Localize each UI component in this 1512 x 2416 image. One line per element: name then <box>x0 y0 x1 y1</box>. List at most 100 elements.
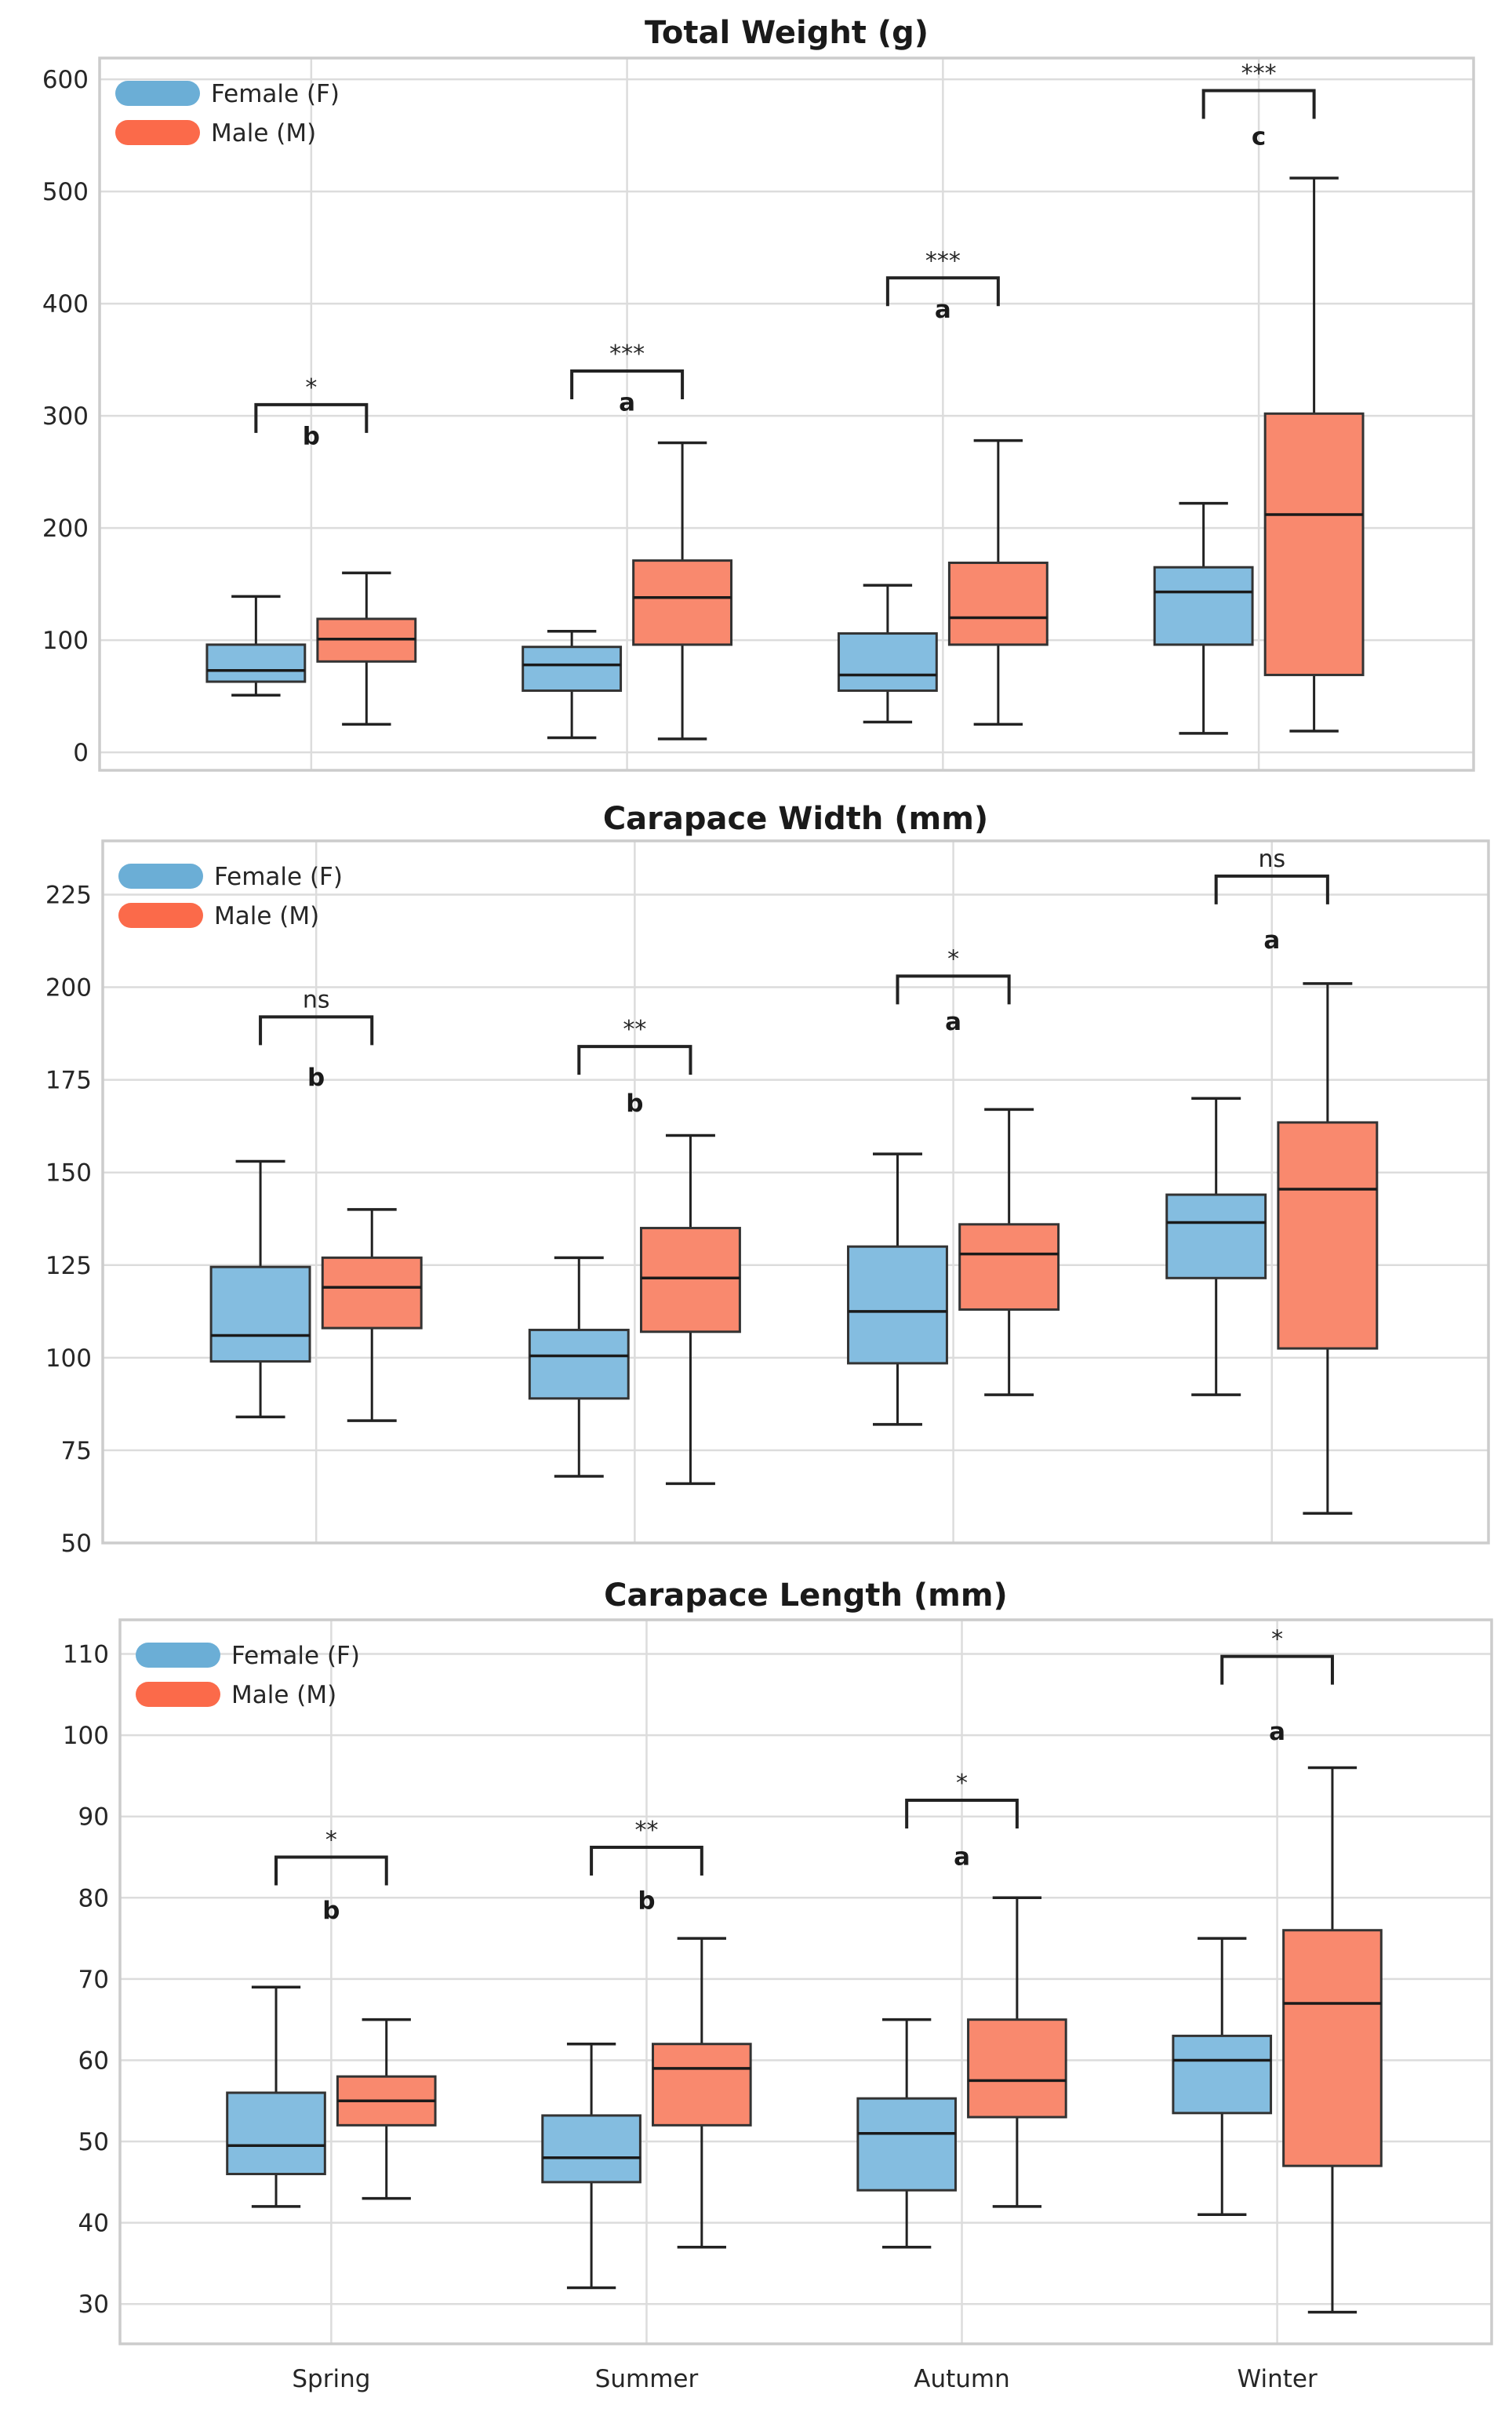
group-letter: a <box>619 389 635 417</box>
y-tick-label: 0 <box>73 739 89 767</box>
significance-label: ** <box>623 1016 646 1043</box>
y-tick-label: 500 <box>42 178 89 206</box>
significance-bracket <box>254 402 369 433</box>
group-letter: b <box>303 422 320 450</box>
y-tick-label: 150 <box>45 1159 92 1188</box>
female-box-winter <box>1153 501 1254 735</box>
female-box-summer <box>528 1256 630 1478</box>
female-box-spring <box>205 595 307 697</box>
significance-bracket <box>590 1846 703 1876</box>
chart-title: Carapace Width (mm) <box>603 801 988 837</box>
legend: Female (F) Male (M) <box>115 80 340 147</box>
male-box-spring <box>321 1208 423 1422</box>
chart-title: Total Weight (g) <box>645 15 929 51</box>
significance-bracket <box>1214 874 1329 904</box>
female-box-summer <box>522 629 623 740</box>
group-letter: b <box>626 1090 643 1118</box>
iqr-box <box>1263 412 1365 676</box>
y-tick-label: 30 <box>78 2290 109 2319</box>
significance-label: ns <box>1258 846 1285 873</box>
female-box-winter <box>1172 1937 1273 2217</box>
x-tick-label: Winter <box>1237 2365 1317 2393</box>
male-box-winter <box>1263 176 1365 733</box>
iqr-box <box>205 643 307 683</box>
chart-title: Carapace Length (mm) <box>604 1577 1008 1614</box>
iqr-box <box>1165 1193 1267 1279</box>
female-box-spring <box>226 1985 326 2208</box>
significance-bracket <box>570 369 685 399</box>
female-box-spring <box>209 1159 311 1419</box>
legend-label: Male (M) <box>231 1681 336 1709</box>
male-box-summer <box>639 1133 741 1486</box>
iqr-box <box>226 2091 326 2175</box>
legend-swatch-male <box>115 120 200 145</box>
male-box-summer <box>632 441 733 740</box>
significance-bracket <box>1220 1654 1334 1685</box>
legend-swatch-male <box>136 1682 220 1707</box>
significance-bracket <box>274 1855 388 1886</box>
panel-0: Total Weight (g) 0 100 200 300 400 500 600 * b ***… <box>42 15 1475 772</box>
legend-swatch-female <box>136 1643 220 1668</box>
legend: Female (F) Male (M) <box>136 1642 360 1709</box>
significance-label: * <box>325 1826 337 1854</box>
significance-label: * <box>1271 1626 1283 1654</box>
legend-label: Female (F) <box>214 863 343 891</box>
significance-bracket <box>896 974 1011 1005</box>
male-box-autumn <box>947 438 1049 726</box>
male-box-spring <box>316 571 417 726</box>
iqr-box <box>947 561 1049 646</box>
x-tick-label: Autumn <box>914 2365 1010 2393</box>
iqr-box <box>522 646 623 692</box>
legend-swatch-male <box>118 903 203 928</box>
iqr-box <box>651 2043 752 2127</box>
significance-label: * <box>956 1770 968 1797</box>
y-tick-label: 70 <box>78 1966 109 1994</box>
x-tick-label: Summer <box>595 2365 699 2393</box>
y-tick-label: 225 <box>45 881 92 909</box>
legend-swatch-female <box>115 81 200 106</box>
legend-label: Female (F) <box>211 80 340 108</box>
y-tick-label: 400 <box>42 290 89 318</box>
male-box-summer <box>651 1937 752 2249</box>
y-tick-label: 300 <box>42 402 89 431</box>
y-tick-label: 125 <box>45 1252 92 1280</box>
group-letter: a <box>1269 1718 1285 1746</box>
panel-2: Carapace Length (mm) 30 40 50 60 70 80 90 100 110… <box>63 1577 1493 2393</box>
iqr-box <box>1282 1929 1383 2167</box>
group-letter: a <box>945 1008 961 1036</box>
female-box-autumn <box>837 584 938 724</box>
y-tick-label: 100 <box>45 1344 92 1373</box>
male-box-spring <box>336 2018 437 2200</box>
female-box-autumn <box>856 2018 957 2249</box>
y-tick-label: 75 <box>61 1437 92 1465</box>
female-box-summer <box>541 2042 642 2290</box>
significance-label: *** <box>925 247 961 275</box>
female-box-winter <box>1165 1097 1267 1396</box>
y-tick-label: 40 <box>78 2210 109 2238</box>
legend: Female (F) Male (M) <box>118 863 343 930</box>
significance-label: *** <box>609 340 645 368</box>
iqr-box <box>958 1223 1060 1311</box>
group-letter: a <box>935 296 951 324</box>
significance-bracket <box>577 1045 692 1075</box>
significance-bracket <box>259 1015 374 1046</box>
y-tick-label: 100 <box>42 627 89 655</box>
y-tick-label: 50 <box>61 1530 92 1558</box>
significance-label: * <box>305 374 317 402</box>
iqr-box <box>632 559 733 646</box>
iqr-box <box>321 1256 423 1330</box>
legend-label: Male (M) <box>211 119 316 147</box>
legend-label: Female (F) <box>231 1642 360 1670</box>
panel-1: Carapace Width (mm) 50 75 100 125 150 175 200 22… <box>45 801 1490 1558</box>
male-box-autumn <box>958 1108 1060 1396</box>
y-tick-label: 110 <box>63 1641 109 1669</box>
y-tick-label: 200 <box>42 515 89 543</box>
iqr-box <box>1277 1121 1379 1350</box>
y-tick-label: 50 <box>78 2128 109 2156</box>
y-tick-label: 80 <box>78 1884 109 1912</box>
female-box-autumn <box>847 1152 948 1426</box>
male-box-winter <box>1282 1766 1383 2314</box>
iqr-box <box>856 2097 957 2192</box>
significance-bracket <box>885 276 1000 307</box>
